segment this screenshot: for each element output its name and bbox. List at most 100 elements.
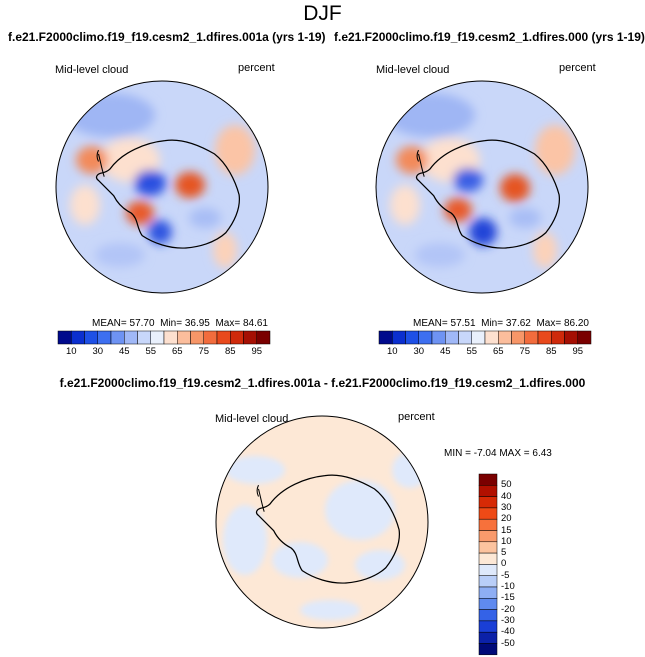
colorbar-diff	[478, 473, 498, 656]
colorbar-swatch	[478, 518, 498, 531]
colorbar-tick-label: -5	[501, 569, 510, 581]
colorbar-tick-label: 30	[413, 346, 425, 357]
diff-max: 6.43	[532, 448, 552, 459]
panel-2-min: 37.62	[505, 318, 531, 329]
colorbar-tick-label: 10	[65, 346, 77, 357]
colorbar-swatch	[150, 330, 165, 345]
colorbar-swatch	[84, 330, 98, 345]
colorbar-tick-label: 15	[501, 524, 512, 536]
max-label: Max=	[536, 318, 562, 329]
colorbar-swatch	[478, 586, 498, 599]
colorbar-tick-label: 40	[501, 490, 512, 502]
colorbar-tick-label: 85	[224, 346, 236, 357]
colorbar-tick-label: 45	[118, 346, 130, 357]
panel-2-mean: 57.51	[450, 318, 476, 329]
colorbar-swatch	[445, 330, 459, 345]
max-label: Max=	[215, 318, 241, 329]
colorbar-swatch	[478, 541, 498, 554]
colorbar-tick-label: 55	[466, 346, 478, 357]
colorbar-tick-label: 50	[501, 479, 512, 491]
colorbar-swatch	[71, 330, 85, 345]
colorbar-swatch	[471, 330, 486, 345]
colorbar-swatch	[57, 330, 72, 345]
colorbar-tick-label: -10	[501, 581, 515, 592]
colorbar-swatch	[478, 530, 498, 543]
season-title: DJF	[303, 2, 342, 25]
colorbar-swatch	[163, 330, 178, 345]
colorbar-swatch	[458, 330, 472, 345]
colorbar-tick-label: 75	[519, 346, 531, 357]
colorbar-swatch	[478, 620, 498, 633]
colorbar-tick-label: -15	[501, 592, 515, 604]
colorbar-swatch	[478, 631, 498, 644]
diff-min-label: MIN =	[444, 448, 471, 459]
panel-2-units: percent	[559, 62, 596, 74]
diff-variable: Mid-level cloud	[215, 413, 289, 425]
colorbar-swatch	[564, 330, 578, 345]
panel-2-title: f.e21.F2000climo.f19_f19.cesm2_1.dfires.…	[334, 30, 645, 44]
colorbar-tick-label: 10	[501, 535, 512, 547]
colorbar-swatch	[478, 609, 498, 622]
colorbar-swatch	[177, 330, 191, 345]
map-panel-2	[375, 80, 589, 294]
min-label: Min=	[160, 318, 183, 329]
panel-1-max: 84.61	[242, 318, 268, 329]
colorbar-swatch	[478, 552, 498, 565]
colorbar-swatch	[256, 330, 271, 345]
colorbar-swatch	[243, 330, 257, 345]
colorbar-tick-label: 5	[501, 547, 507, 559]
diff-stats: MIN = -7.04 MAX = 6.43	[444, 448, 552, 459]
panel-1-stats: MEAN= 57.70 Min= 36.95 Max= 84.61	[92, 318, 268, 329]
colorbar-swatch	[478, 496, 498, 509]
colorbar-tick-label: 30	[501, 501, 512, 513]
colorbar-swatch	[478, 598, 498, 610]
colorbar-swatch	[484, 330, 499, 345]
diff-max-label: MAX =	[499, 448, 530, 459]
min-label: Min=	[481, 318, 504, 329]
colorbar-tick-label: -50	[501, 637, 515, 649]
colorbar-swatch	[478, 643, 498, 656]
colorbar-tick-label: 20	[501, 513, 512, 525]
colorbar-tick-label: 95	[572, 346, 584, 357]
colorbar-swatch	[230, 330, 244, 345]
colorbar-swatch	[498, 330, 512, 345]
colorbar-swatch	[405, 330, 419, 345]
panel-2-variable: Mid-level cloud	[376, 64, 450, 76]
colorbar-swatch	[478, 575, 498, 588]
colorbar-tick-label: -20	[501, 603, 515, 615]
colorbar-swatch	[478, 507, 498, 520]
colorbar-swatch	[97, 330, 112, 345]
colorbar-swatch	[216, 330, 231, 345]
colorbar-tick-label: 30	[92, 346, 104, 357]
mean-label: MEAN=	[92, 318, 127, 329]
colorbar-swatch	[418, 330, 433, 345]
colorbar-tick-label: 55	[145, 346, 157, 357]
colorbar-tick-label: 75	[198, 346, 210, 357]
colorbar-tick-label: -30	[501, 614, 515, 626]
colorbar-swatch	[431, 330, 446, 345]
panel-1-mean: 57.70	[129, 318, 155, 329]
colorbar-tick-label: 10	[386, 346, 398, 357]
colorbar-tick-label: 95	[251, 346, 263, 357]
panel-1-units: percent	[238, 62, 275, 74]
colorbar-panel-2	[378, 330, 592, 345]
panel-1-title: f.e21.F2000climo.f19_f19.cesm2_1.dfires.…	[8, 30, 326, 44]
colorbar-swatch	[524, 330, 539, 345]
colorbar-swatch	[392, 330, 406, 345]
panel-2-stats: MEAN= 57.51 Min= 37.62 Max= 86.20	[413, 318, 589, 329]
colorbar-swatch	[577, 330, 592, 345]
panel-1-min: 36.95	[184, 318, 210, 329]
colorbar-swatch	[478, 485, 498, 497]
colorbar-tick-label: -40	[501, 626, 515, 638]
colorbar-tick-label: 65	[171, 346, 183, 357]
diff-units: percent	[398, 411, 435, 423]
colorbar-swatch	[511, 330, 525, 345]
colorbar-swatch	[190, 330, 204, 345]
colorbar-swatch	[478, 473, 498, 486]
colorbar-swatch	[110, 330, 125, 345]
diff-min: -7.04	[473, 448, 497, 459]
mean-label: MEAN=	[413, 318, 448, 329]
colorbar-swatch	[478, 564, 498, 576]
colorbar-swatch	[537, 330, 552, 345]
